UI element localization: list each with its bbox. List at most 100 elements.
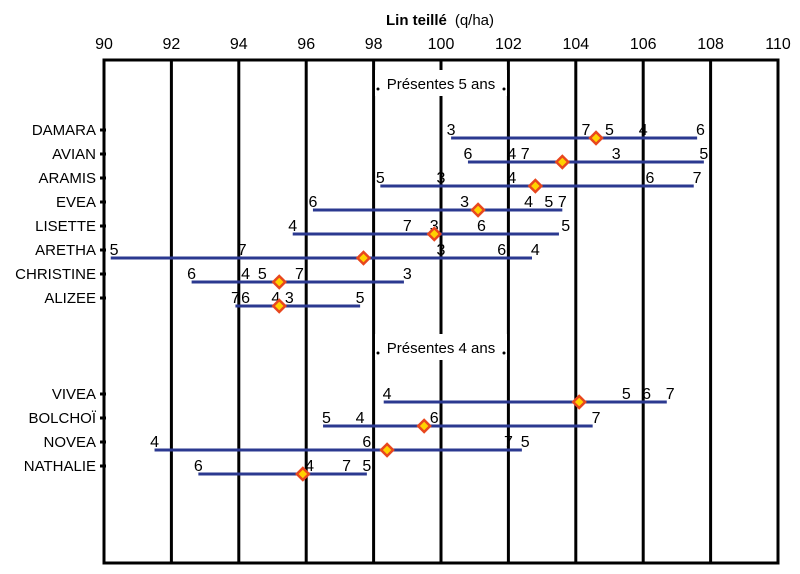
category-label: ARETHA bbox=[35, 242, 96, 259]
year-label: 5 bbox=[376, 170, 385, 187]
year-label: 7 bbox=[342, 458, 351, 475]
year-label: 5 bbox=[561, 218, 570, 235]
x-tick-label: 94 bbox=[230, 36, 248, 53]
year-label: 3 bbox=[285, 290, 294, 307]
mean-marker bbox=[571, 394, 587, 410]
mean-marker bbox=[295, 466, 311, 482]
mean-marker bbox=[470, 202, 486, 218]
year-label: 6 bbox=[645, 170, 654, 187]
x-tick-label: 110 bbox=[765, 36, 791, 53]
category-label: AVIAN bbox=[52, 146, 96, 163]
mean-marker bbox=[554, 154, 571, 170]
category-label: NOVEA bbox=[43, 434, 96, 451]
year-label: 5 bbox=[356, 290, 365, 307]
x-tick-label: 98 bbox=[365, 36, 383, 53]
year-label: 7 bbox=[558, 194, 567, 211]
mean-marker bbox=[271, 298, 288, 314]
year-label: 7 bbox=[295, 266, 304, 283]
year-label: 7 bbox=[666, 386, 675, 403]
year-label: 5 bbox=[521, 434, 530, 451]
category-label: ARAMIS bbox=[38, 170, 96, 187]
year-label: 6 bbox=[362, 434, 371, 451]
mean-marker bbox=[527, 178, 544, 194]
chart-title-text: Lin teillé bbox=[386, 12, 447, 29]
mean-marker bbox=[588, 130, 604, 146]
year-label: 3 bbox=[437, 242, 446, 259]
mean-marker bbox=[379, 442, 395, 458]
year-label: 6 bbox=[497, 242, 506, 259]
year-label: 4 bbox=[383, 386, 392, 403]
year-label: 4 bbox=[356, 410, 365, 427]
year-label: 5 bbox=[622, 386, 631, 403]
year-label: 4 bbox=[271, 290, 280, 307]
section-label: Présentes 5 ans bbox=[387, 76, 495, 93]
year-label: 5 bbox=[258, 266, 267, 283]
section-labels: Présentes 5 ans Présentes 4 ans bbox=[375, 70, 507, 360]
x-tick-label: 102 bbox=[495, 36, 522, 53]
vertical-grid bbox=[169, 60, 713, 563]
year-label: 5 bbox=[362, 458, 371, 475]
mean-marker bbox=[426, 226, 443, 242]
year-label: 4 bbox=[639, 122, 648, 139]
year-label: 5 bbox=[605, 122, 614, 139]
x-tick-label: 104 bbox=[562, 36, 589, 53]
year-label: 5 bbox=[544, 194, 553, 211]
section-dot bbox=[376, 351, 380, 355]
year-label: 3 bbox=[447, 122, 456, 139]
chart-title: Lin teillé (q/ha) bbox=[386, 12, 494, 29]
category-label: ALIZEE bbox=[44, 290, 96, 307]
x-tick-label: 96 bbox=[297, 36, 315, 53]
plot-frame bbox=[102, 58, 780, 565]
x-tick-label: 106 bbox=[630, 36, 657, 53]
year-label: 6 bbox=[642, 386, 651, 403]
x-tick-label: 100 bbox=[428, 36, 455, 53]
year-label: 7 bbox=[403, 218, 412, 235]
year-label: 7 bbox=[504, 434, 513, 451]
year-label: 7 bbox=[521, 146, 530, 163]
year-label: 3 bbox=[403, 266, 412, 283]
category-label: NATHALIE bbox=[24, 458, 96, 475]
mean-marker bbox=[271, 274, 288, 290]
year-label: 6 bbox=[187, 266, 196, 283]
category-label: DAMARA bbox=[32, 122, 96, 139]
year-label: 4 bbox=[531, 242, 540, 259]
x-axis-ticks: 90 92 94 96 98 100 102 104 106 108 110 bbox=[95, 36, 791, 53]
category-label: CHRISTINE bbox=[15, 266, 96, 283]
x-tick-label: 92 bbox=[163, 36, 181, 53]
year-label: 3 bbox=[612, 146, 621, 163]
year-label: 6 bbox=[241, 290, 250, 307]
year-label: 7 bbox=[238, 242, 247, 259]
year-label: 4 bbox=[150, 434, 159, 451]
year-label: 5 bbox=[699, 146, 708, 163]
year-label: 6 bbox=[430, 410, 439, 427]
section-dot bbox=[502, 351, 506, 355]
year-label: 7 bbox=[231, 290, 240, 307]
section-label: Présentes 4 ans bbox=[387, 340, 495, 357]
year-label: 5 bbox=[322, 410, 331, 427]
category-label: VIVEA bbox=[52, 386, 96, 403]
year-label: 5 bbox=[110, 242, 119, 259]
category-label: LISETTE bbox=[35, 218, 96, 235]
year-label: 6 bbox=[464, 146, 473, 163]
year-label: 4 bbox=[524, 194, 533, 211]
mean-marker bbox=[355, 250, 372, 266]
x-tick-label: 108 bbox=[697, 36, 724, 53]
chart-unit: (q/ha) bbox=[455, 12, 494, 29]
year-label: 4 bbox=[507, 146, 516, 163]
year-label: 6 bbox=[477, 218, 486, 235]
year-label: 4 bbox=[241, 266, 250, 283]
mean-marker bbox=[416, 418, 432, 434]
year-label: 7 bbox=[581, 122, 590, 139]
year-label: 6 bbox=[308, 194, 317, 211]
year-label: 6 bbox=[194, 458, 203, 475]
section-dot bbox=[376, 87, 380, 91]
year-label: 4 bbox=[305, 458, 314, 475]
section-label-bg bbox=[375, 70, 507, 96]
section-label-bg bbox=[375, 334, 507, 360]
year-label: 7 bbox=[693, 170, 702, 187]
year-label: 4 bbox=[288, 218, 297, 235]
year-label: 3 bbox=[460, 194, 469, 211]
year-label: 6 bbox=[696, 122, 705, 139]
